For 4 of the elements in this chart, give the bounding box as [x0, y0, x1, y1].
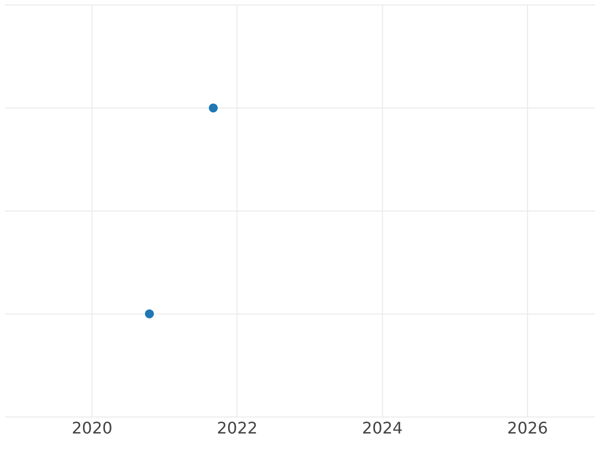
x-tick-label: 2026 [507, 418, 548, 438]
x-tick-label: 2024 [362, 418, 403, 438]
x-tick-label: 2022 [216, 418, 258, 438]
x-tick-label: 2020 [72, 418, 112, 438]
